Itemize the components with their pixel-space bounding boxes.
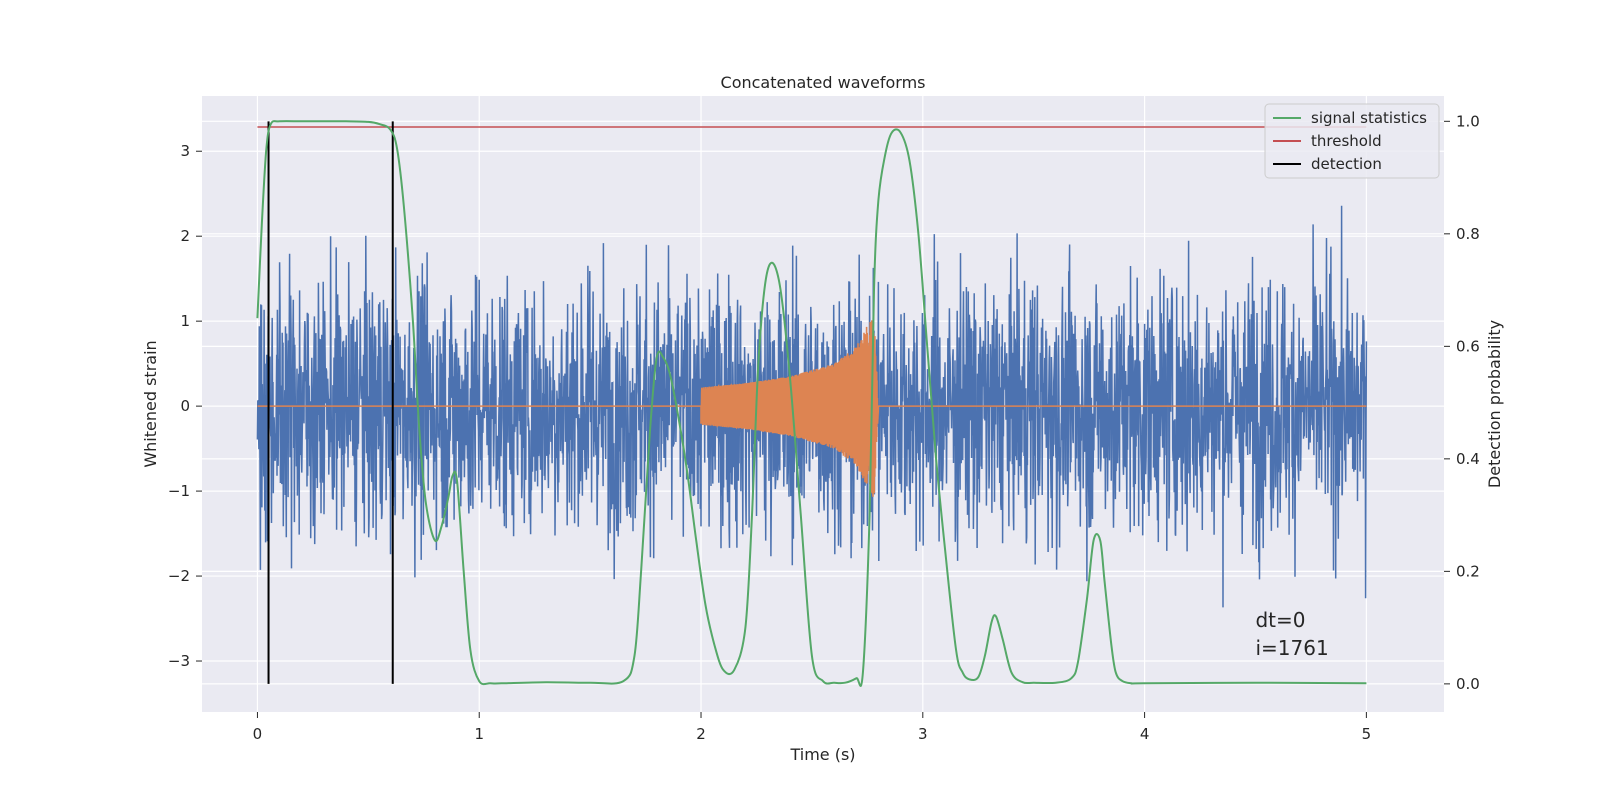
y2-tick-label: 0.4	[1456, 450, 1480, 468]
x-tick-label: 1	[474, 725, 484, 743]
legend-label: signal statistics	[1311, 109, 1427, 127]
y2-tick-label: 0.8	[1456, 225, 1480, 243]
legend-label: threshold	[1311, 132, 1382, 150]
x-tick-label: 2	[696, 725, 706, 743]
x-axis-label: Time (s)	[789, 745, 855, 764]
y-tick-label: 2	[180, 227, 190, 245]
y-tick-label: 1	[180, 312, 190, 330]
y2-tick-label: 0.0	[1456, 675, 1480, 693]
y-tick-label: −1	[168, 482, 190, 500]
x-tick-label: 4	[1140, 725, 1150, 743]
plot-area	[256, 120, 1368, 687]
series-whitened-strain	[256, 205, 1368, 608]
chart-title: Concatenated waveforms	[721, 73, 926, 92]
y-tick-label: −2	[168, 567, 190, 585]
x-tick-label: 3	[918, 725, 928, 743]
y-axis-label: Whitened strain	[141, 340, 160, 467]
y2-tick-label: 0.2	[1456, 562, 1480, 580]
y2-tick-label: 0.6	[1456, 337, 1480, 355]
annotations: dt=0 i=1761	[1255, 608, 1328, 660]
annotation-text: i=1761	[1255, 636, 1328, 660]
y-tick-label: 0	[180, 397, 190, 415]
y-tick-label: 3	[180, 142, 190, 160]
x-tick-label: 5	[1362, 725, 1372, 743]
axes: 0 1 2 3 4 5 3 2 1 0 −1 −2 −3 1.0 0.8 0.6 0.4 0.2 0.0	[168, 112, 1480, 743]
series-signal-statistics	[256, 120, 1367, 687]
y-tick-label: −3	[168, 652, 190, 670]
y2-axis-label: Detection probability	[1485, 320, 1504, 488]
y2-tick-label: 1.0	[1456, 112, 1480, 130]
legend-box	[1264, 103, 1440, 179]
x-tick-label: 0	[253, 725, 263, 743]
legend: signal statistics threshold detection	[1264, 103, 1440, 179]
annotation-text: dt=0	[1255, 608, 1305, 632]
legend-label: detection	[1311, 155, 1382, 173]
